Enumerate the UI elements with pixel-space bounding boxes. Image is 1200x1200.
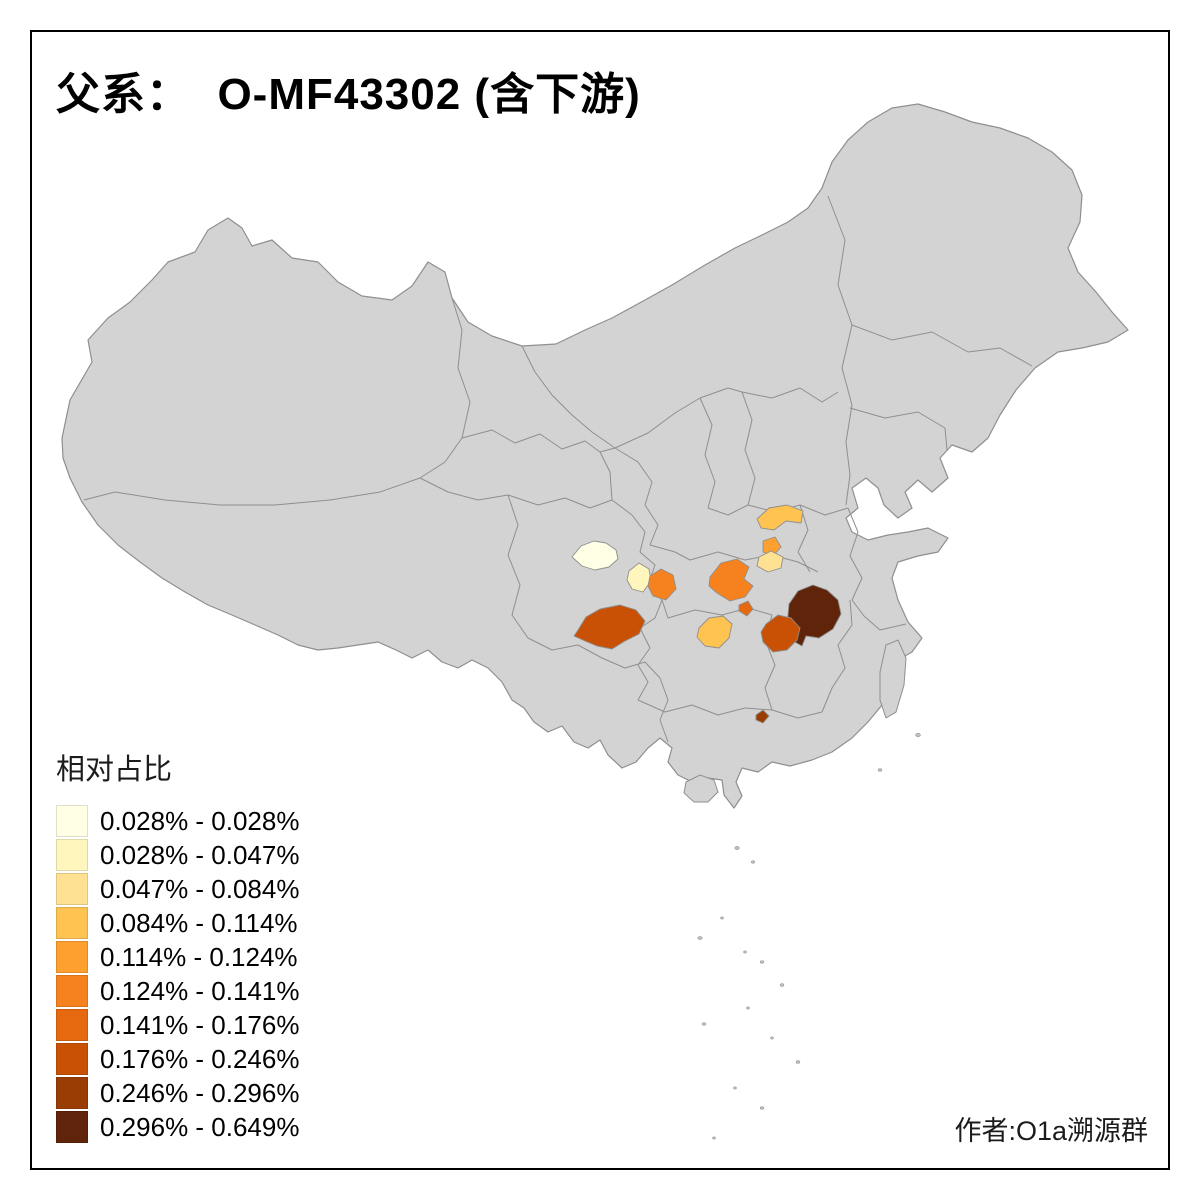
legend-label: 0.176% - 0.246%	[100, 1044, 300, 1074]
legend-label: 0.114% - 0.124%	[100, 942, 298, 972]
legend-swatch	[56, 941, 88, 973]
choropleth-region	[760, 614, 801, 653]
choropleth-region	[738, 600, 754, 617]
legend-item: 0.124% - 0.141%	[56, 974, 299, 1008]
choropleth-region	[571, 540, 619, 571]
legend-swatch	[56, 873, 88, 905]
legend-swatch	[56, 1077, 88, 1109]
legend-swatch	[56, 1043, 88, 1075]
page-title: 父系： O-MF43302 (含下游)	[56, 70, 641, 119]
legend-swatch	[56, 839, 88, 871]
legend-item: 0.296% - 0.649%	[56, 1110, 299, 1144]
choropleth-region	[762, 536, 782, 557]
legend-label: 0.084% - 0.114%	[100, 908, 298, 938]
legend-label: 0.028% - 0.028%	[100, 806, 300, 836]
small-islands	[697, 732, 921, 1140]
choropleth-region	[626, 562, 652, 593]
province-borders	[83, 195, 1033, 743]
hainan-island	[683, 774, 719, 803]
legend-title: 相对占比	[56, 754, 173, 786]
legend-label: 0.047% - 0.084%	[100, 874, 300, 904]
author-credit: 作者:O1a溯源群	[954, 1116, 1148, 1146]
legend-item: 0.028% - 0.047%	[56, 838, 299, 872]
legend-item: 0.114% - 0.124%	[56, 940, 299, 974]
choropleth-region	[647, 568, 677, 601]
legend-item: 0.141% - 0.176%	[56, 1008, 299, 1042]
legend-item: 0.176% - 0.246%	[56, 1042, 299, 1076]
legend-label: 0.246% - 0.296%	[100, 1078, 300, 1108]
china-mainland	[61, 103, 1129, 809]
legend: 相对占比 0.028% - 0.028% 0.028% - 0.047% 0.0…	[56, 746, 299, 1144]
legend-item: 0.047% - 0.084%	[56, 872, 299, 906]
choropleth-region	[573, 604, 646, 650]
choropleth-region	[756, 550, 784, 573]
legend-swatch	[56, 975, 88, 1007]
highlighted-regions	[571, 504, 842, 724]
choropleth-region	[708, 558, 754, 602]
choropleth-region	[756, 504, 804, 531]
legend-swatch	[56, 907, 88, 939]
legend-item: 0.246% - 0.296%	[56, 1076, 299, 1110]
legend-label: 0.124% - 0.141%	[100, 976, 300, 1006]
choropleth-region	[696, 615, 733, 649]
legend-swatch	[56, 1009, 88, 1041]
legend-swatch	[56, 805, 88, 837]
legend-label: 0.141% - 0.176%	[100, 1010, 300, 1040]
choropleth-region	[755, 709, 770, 724]
legend-label: 0.028% - 0.047%	[100, 840, 300, 870]
islands	[683, 639, 921, 1140]
legend-swatch	[56, 1111, 88, 1143]
taiwan-island	[879, 639, 907, 719]
legend-item: 0.084% - 0.114%	[56, 906, 299, 940]
legend-item: 0.028% - 0.028%	[56, 804, 299, 838]
legend-label: 0.296% - 0.649%	[100, 1112, 300, 1142]
